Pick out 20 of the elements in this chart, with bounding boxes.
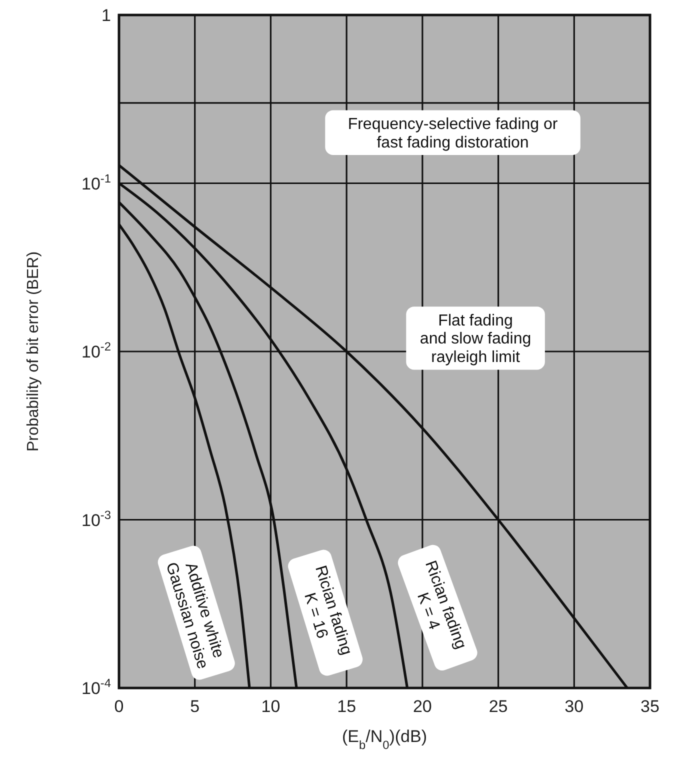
- y-tick-label: 10$^{-2}$: [82, 340, 112, 362]
- text: Rician fading K = 16: [300, 564, 355, 658]
- text: Additive white Gaussian noise: [162, 560, 227, 672]
- x-tick-label: 0: [114, 697, 124, 716]
- x-tick-label: 15: [337, 697, 356, 716]
- x-tick-label: 30: [564, 697, 584, 716]
- x-tick-label: 25: [488, 697, 508, 716]
- y-tick-label: 10$^{-4}$: [82, 676, 112, 698]
- y-tick-label: 10$^{-3}$: [82, 508, 112, 530]
- x-tick-label: 35: [640, 697, 660, 716]
- y-tick-label: 10$^{-1}$: [82, 171, 112, 194]
- x-tick-label: 5: [190, 697, 200, 716]
- x-tick-label: 20: [412, 697, 432, 716]
- y-tick-label: 1: [102, 6, 111, 25]
- text: Rician fading K = 4: [414, 558, 470, 652]
- text: Flat fading and slow fading rayleigh limit: [420, 312, 532, 366]
- x-axis-title: (E$_{b}$/N$_{0}$)(dB): [342, 727, 428, 752]
- annotation: Frequency-selective fading or fast fading distoration: [348, 116, 558, 152]
- y-axis-title: Probability of bit error (BER): [25, 251, 42, 452]
- x-tick-label: 10: [261, 697, 280, 716]
